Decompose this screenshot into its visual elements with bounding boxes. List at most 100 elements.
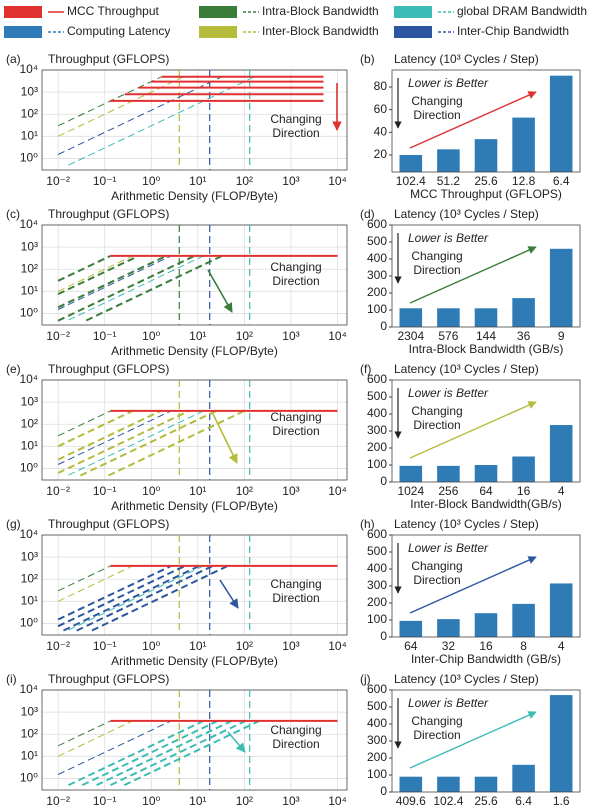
roofline [68, 565, 204, 631]
roofline [57, 564, 172, 621]
annotation: Direction [272, 424, 319, 438]
bar [549, 583, 573, 637]
x-tick-label: 25.6 [474, 794, 498, 808]
x-tick-label: 6.4 [553, 174, 570, 188]
roofline [57, 254, 167, 309]
x-tick-label: 102.4 [396, 174, 426, 188]
y-tick-label: 10⁴ [19, 682, 38, 696]
bar [474, 613, 498, 637]
x-tick-label: 10⁻² [46, 639, 70, 653]
y-tick-label: 100 [367, 767, 387, 781]
x-tick-label: 10⁻¹ [93, 174, 117, 188]
roofline [110, 719, 247, 787]
roofline [57, 409, 162, 461]
bar [399, 776, 423, 792]
roofline [57, 255, 172, 310]
x-tick-label: 576 [438, 329, 458, 343]
roofline [57, 410, 172, 465]
x-tick-label: 10⁻² [46, 484, 70, 498]
legend-label: Intra-Block Bandwidth [262, 4, 379, 18]
bar [399, 465, 423, 482]
y-tick-label: 600 [367, 682, 387, 696]
chart-title: Latency (10³ Cycles / Step) [394, 52, 539, 66]
legend-swatch [4, 6, 42, 18]
roofline [68, 76, 255, 166]
roofline [123, 719, 260, 787]
x-tick-label: 12.8 [512, 174, 536, 188]
legend-label: Inter-Chip Bandwidth [457, 24, 569, 38]
bar [549, 248, 573, 327]
panel-label: (h) [360, 517, 375, 531]
annotation: Direction [413, 728, 460, 742]
y-tick-label: 200 [367, 595, 387, 609]
x-tick-label: 10¹ [189, 794, 206, 808]
x-tick-label: 64 [479, 484, 493, 498]
y-tick-label: 10⁴ [19, 527, 38, 541]
annotation: Changing [270, 577, 321, 591]
panel-label: (c) [6, 207, 20, 221]
roofline [68, 255, 204, 321]
annotation: Changing [411, 404, 462, 418]
x-tick-label: 36 [517, 329, 531, 343]
annotation: Changing [411, 249, 462, 263]
panel-label: (e) [6, 362, 21, 376]
roofline [107, 409, 245, 477]
y-tick-label: 80 [374, 79, 388, 93]
y-tick-label: 0 [380, 629, 387, 643]
x-axis-label: Arithmetic Density (FLOP/Byte) [111, 499, 278, 513]
note: Lower is Better [408, 386, 489, 400]
x-tick-label: 16 [479, 639, 493, 653]
y-tick-label: 0 [380, 319, 387, 333]
legend-swatch [4, 26, 42, 38]
bar [512, 456, 535, 482]
y-tick-label: 10⁰ [20, 461, 38, 475]
annotation: Changing [270, 410, 321, 424]
x-tick-label: 10⁰ [142, 794, 160, 808]
x-tick-label: 64 [404, 639, 418, 653]
roofline [57, 254, 139, 296]
legend-swatch [199, 6, 237, 18]
legend-label: MCC Throughput [67, 4, 159, 18]
y-tick-label: 500 [367, 234, 387, 248]
x-axis-label: Arithmetic Density (FLOP/Byte) [111, 344, 278, 358]
bar [474, 465, 498, 482]
annotation: Changing [270, 112, 321, 126]
plot-frame [391, 689, 581, 793]
x-tick-label: 409.6 [396, 794, 426, 808]
y-tick-label: 10² [21, 726, 38, 740]
y-axis-label: Throughput (GFLOPS) [48, 672, 169, 686]
x-tick-label: 10⁰ [142, 329, 160, 343]
panel-label: (a) [6, 52, 21, 66]
y-tick-label: 300 [367, 423, 387, 437]
x-axis-label: Inter-Block Bandwidth(GB/s) [410, 497, 561, 511]
bar [399, 620, 423, 637]
roofline [68, 719, 205, 787]
y-tick-label: 60 [374, 102, 388, 116]
plot-frame [41, 534, 348, 636]
bar [399, 308, 423, 327]
y-axis-label: Throughput (GFLOPS) [48, 52, 169, 66]
legend-label: Inter-Block Bandwidth [262, 24, 379, 38]
x-tick-label: 10² [236, 329, 253, 343]
x-tick-label: 10¹ [189, 329, 206, 343]
annotation: Direction [413, 263, 460, 277]
legend-swatch [394, 26, 432, 38]
y-tick-label: 500 [367, 699, 387, 713]
chart-title: Latency (10³ Cycles / Step) [394, 517, 539, 531]
y-tick-label: 600 [367, 372, 387, 386]
y-tick-label: 200 [367, 285, 387, 299]
roofline [57, 565, 133, 602]
y-tick-label: 600 [367, 527, 387, 541]
panel-label: (j) [360, 672, 371, 686]
y-tick-label: 10¹ [21, 749, 38, 763]
panel-label: (f) [360, 362, 371, 376]
legend-swatch [394, 6, 432, 18]
y-tick-label: 400 [367, 716, 387, 730]
x-tick-label: 10⁻¹ [93, 794, 117, 808]
direction-arrow [409, 401, 537, 459]
roofline [57, 254, 111, 282]
y-tick-label: 10⁴ [19, 217, 38, 231]
y-tick-label: 300 [367, 733, 387, 747]
y-tick-label: 10² [21, 261, 38, 275]
